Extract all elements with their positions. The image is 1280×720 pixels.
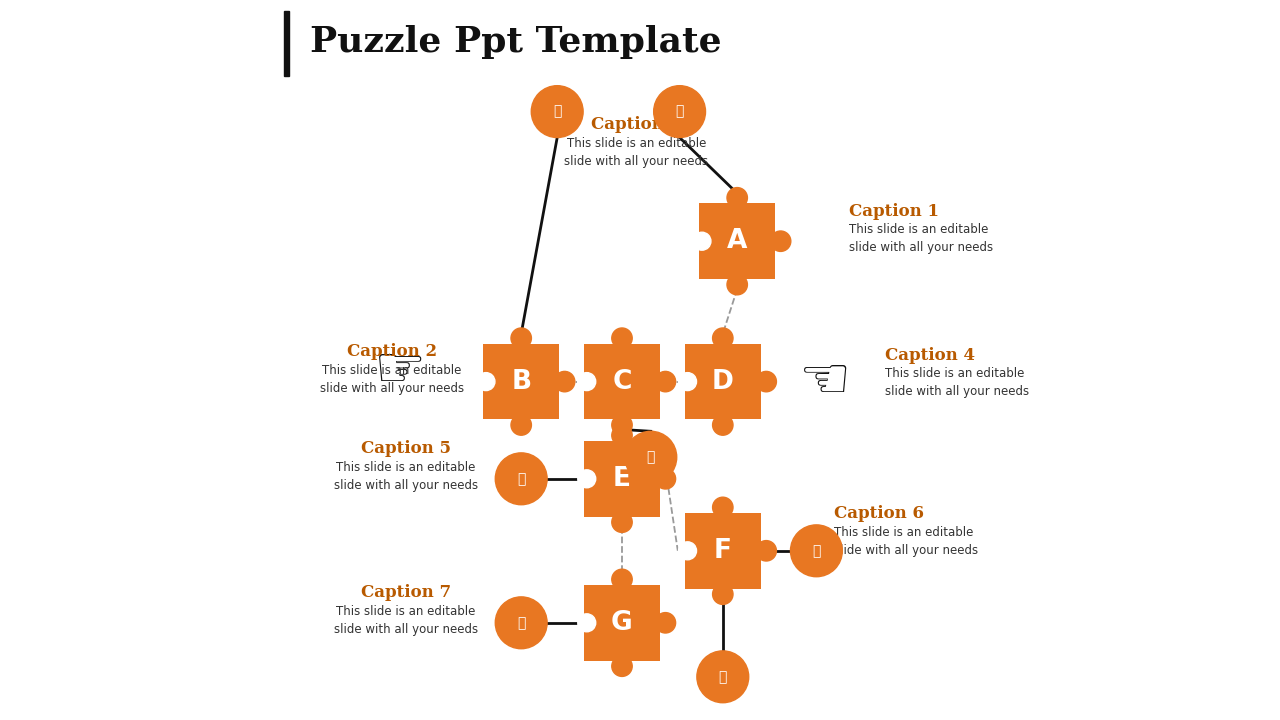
FancyBboxPatch shape <box>584 585 659 661</box>
FancyBboxPatch shape <box>584 441 659 517</box>
Text: Caption 7: Caption 7 <box>361 584 451 601</box>
Text: ❓: ❓ <box>718 670 727 684</box>
Text: Caption 2: Caption 2 <box>347 343 436 360</box>
FancyBboxPatch shape <box>484 344 559 419</box>
Text: F: F <box>714 538 732 564</box>
Text: This slide is an editable
slide with all your needs: This slide is an editable slide with all… <box>320 364 463 395</box>
Circle shape <box>612 512 632 532</box>
Circle shape <box>612 656 632 676</box>
Bar <box>284 11 289 76</box>
Circle shape <box>612 426 632 446</box>
Text: B: B <box>511 369 531 395</box>
Text: Caption 6: Caption 6 <box>835 505 924 522</box>
Circle shape <box>477 373 495 390</box>
Circle shape <box>612 328 632 348</box>
Text: Caption 1: Caption 1 <box>849 202 938 220</box>
Text: G: G <box>611 610 632 636</box>
Circle shape <box>511 328 531 348</box>
Text: This slide is an editable
slide with all your needs: This slide is an editable slide with all… <box>564 137 708 168</box>
Circle shape <box>756 541 777 561</box>
Circle shape <box>791 525 842 577</box>
Text: This slide is an editable
slide with all your needs: This slide is an editable slide with all… <box>884 367 1029 398</box>
Text: D: D <box>712 369 733 395</box>
Circle shape <box>655 372 676 392</box>
Circle shape <box>495 597 547 649</box>
Text: This slide is an editable
slide with all your needs: This slide is an editable slide with all… <box>835 526 978 557</box>
Circle shape <box>577 470 595 487</box>
Circle shape <box>727 274 748 294</box>
Circle shape <box>577 614 595 631</box>
Circle shape <box>771 231 791 251</box>
Circle shape <box>655 613 676 633</box>
Text: 🤝: 🤝 <box>553 104 562 119</box>
Text: This slide is an editable
slide with all your needs: This slide is an editable slide with all… <box>849 223 993 254</box>
Text: This slide is an editable
slide with all your needs: This slide is an editable slide with all… <box>334 605 477 636</box>
Circle shape <box>554 372 575 392</box>
Circle shape <box>577 373 595 390</box>
Circle shape <box>713 328 733 348</box>
Text: E: E <box>613 466 631 492</box>
Text: This slide is an editable
slide with all your needs: This slide is an editable slide with all… <box>334 461 477 492</box>
Circle shape <box>696 651 749 703</box>
Circle shape <box>727 188 748 208</box>
Text: ☞: ☞ <box>375 342 426 400</box>
Text: 📍: 📍 <box>517 472 525 486</box>
FancyBboxPatch shape <box>584 344 659 419</box>
Circle shape <box>511 415 531 435</box>
Text: 💼: 💼 <box>813 544 820 558</box>
Text: Caption 4: Caption 4 <box>884 346 975 364</box>
Circle shape <box>612 415 632 435</box>
Text: Caption 3: Caption 3 <box>591 116 681 133</box>
Circle shape <box>625 431 677 483</box>
Circle shape <box>713 415 733 435</box>
Text: Puzzle Ppt Template: Puzzle Ppt Template <box>310 25 722 59</box>
Circle shape <box>713 498 733 518</box>
FancyBboxPatch shape <box>685 513 760 589</box>
Text: 🪪: 🪪 <box>676 104 684 119</box>
Text: Caption 5: Caption 5 <box>361 440 451 457</box>
Circle shape <box>756 372 777 392</box>
Circle shape <box>531 86 584 138</box>
FancyBboxPatch shape <box>699 204 774 279</box>
Circle shape <box>692 233 710 250</box>
Text: 👥: 👥 <box>646 450 655 464</box>
FancyBboxPatch shape <box>685 344 760 419</box>
Text: C: C <box>612 369 632 395</box>
Circle shape <box>678 542 696 559</box>
Circle shape <box>713 584 733 604</box>
Circle shape <box>612 570 632 590</box>
Circle shape <box>678 373 696 390</box>
Circle shape <box>655 469 676 489</box>
Text: ☜: ☜ <box>799 353 851 410</box>
Text: A: A <box>727 228 748 254</box>
Text: 🏢: 🏢 <box>517 616 525 630</box>
Circle shape <box>654 86 705 138</box>
Circle shape <box>495 453 547 505</box>
